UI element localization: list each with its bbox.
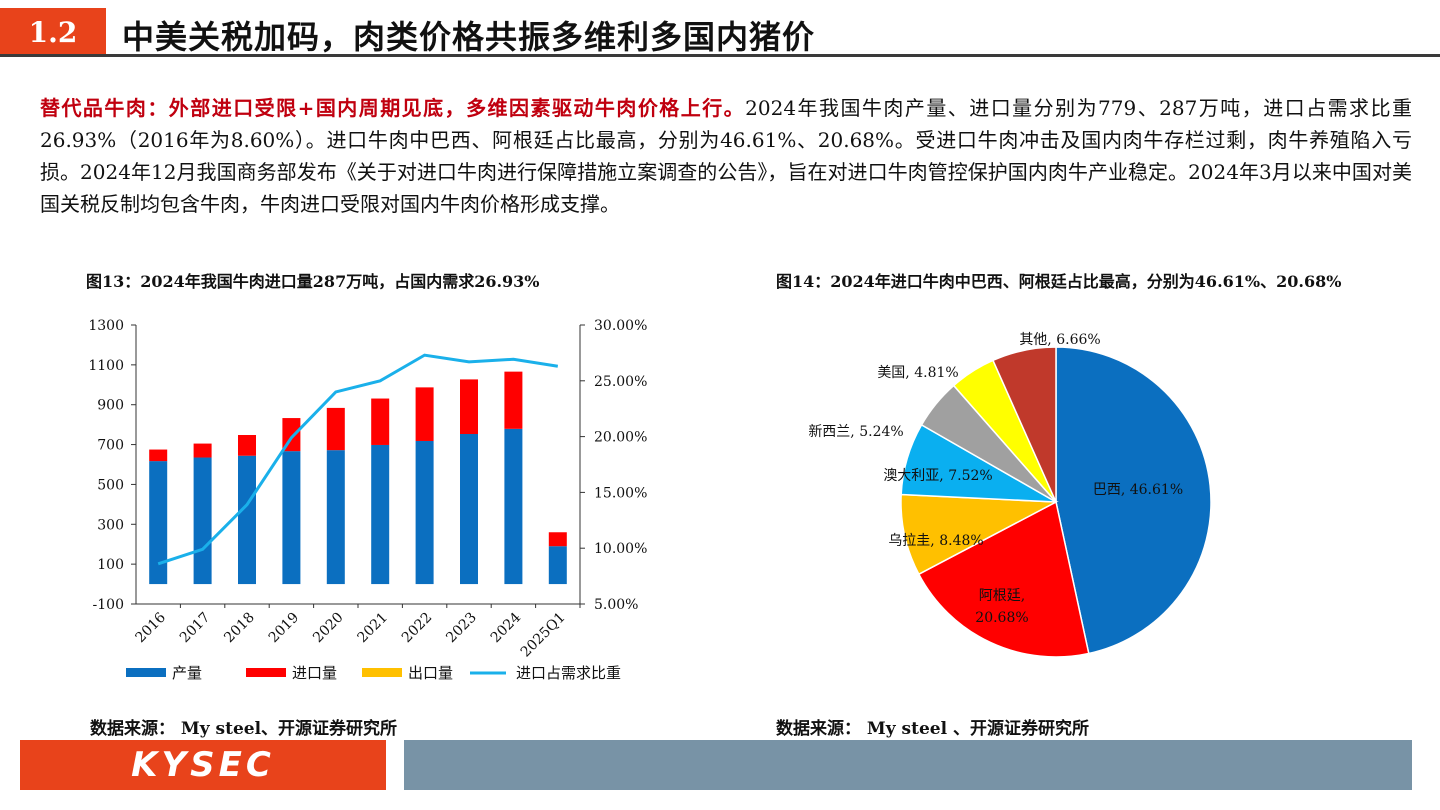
pie-label: 美国, 4.81% xyxy=(877,365,958,381)
x-tick-label: 2024 xyxy=(488,609,525,646)
line-进口占需求比重 xyxy=(157,353,559,566)
bar-产量 xyxy=(460,434,478,585)
x-tick-label: 2018 xyxy=(221,610,258,647)
bar-line-chart: 1300 1100 900 700 500 300 100 -100 30.00% 25.00% 2… xyxy=(88,318,647,682)
right-tick-label: 10.00% xyxy=(594,541,647,557)
x-tick-label: 2020 xyxy=(310,610,347,647)
pie-label: 澳大利亚, 7.52% xyxy=(883,468,992,484)
pie-label: 阿根廷, xyxy=(979,588,1025,604)
header-divider xyxy=(0,54,1440,57)
pie-label: 乌拉圭, 8.48% xyxy=(888,533,983,549)
x-tick-label: 2019 xyxy=(266,610,303,647)
left-tick-label: 900 xyxy=(97,398,124,414)
left-tick-label: 300 xyxy=(97,517,124,533)
pie-slice xyxy=(917,500,1090,658)
pie-slice xyxy=(1055,346,1212,655)
legend-swatch xyxy=(246,668,286,677)
pie-label: 其他, 6.66% xyxy=(1019,332,1100,348)
x-tick-label: 2022 xyxy=(399,610,436,647)
x-tick-label: 2025Q1 xyxy=(518,610,569,661)
bar-进口量 xyxy=(238,435,256,456)
legend-swatch xyxy=(362,668,402,677)
x-tick-label: 2016 xyxy=(133,609,170,646)
x-tick-label: 2023 xyxy=(443,610,480,647)
right-tick-label: 15.00% xyxy=(594,485,647,501)
figure14-source: 数据来源： My steel 、开源证券研究所 xyxy=(776,719,1089,739)
right-tick-label: 25.00% xyxy=(594,374,647,390)
bar-产量 xyxy=(193,457,212,585)
bar-进口量 xyxy=(193,443,212,458)
footer-logo-block: KYSEC xyxy=(20,740,386,790)
bar-进口量 xyxy=(504,371,523,429)
company-logo: KYSEC xyxy=(131,745,275,785)
left-tick-label: -100 xyxy=(93,597,124,613)
figure14-title: 图14：2024年进口牛肉中巴西、阿根廷占比最高，分别为46.61%、20.68… xyxy=(776,272,1342,291)
pie-chart: 巴西, 46.61% 阿根廷, 20.68% 乌拉圭, 8.48% 澳大利亚, 7.52… xyxy=(808,332,1212,658)
left-tick-label: 100 xyxy=(97,557,124,573)
right-tick-label: 30.00% xyxy=(594,318,647,334)
bar-进口量 xyxy=(415,387,434,441)
bar-产量 xyxy=(548,546,567,585)
header-bar: 1.2 中美关税加码，肉类价格共振多维利多国内猪价 xyxy=(0,0,1440,57)
bar-产量 xyxy=(371,444,390,585)
left-tick-label: 1300 xyxy=(88,318,124,334)
legend-label: 进口量 xyxy=(292,664,337,682)
left-tick-label: 1100 xyxy=(88,358,124,374)
body-highlight: 替代品牛肉：外部进口受限+国内周期见底，多维因素驱动牛肉价格上行。 xyxy=(40,96,746,120)
bar-产量 xyxy=(504,428,523,585)
x-tick-label: 2017 xyxy=(177,610,214,647)
figure13-source: 数据来源： My steel、开源证券研究所 xyxy=(90,719,398,739)
pie-label: 20.68% xyxy=(975,610,1028,626)
right-tick-label: 5.00% xyxy=(594,597,638,613)
legend-label: 进口占需求比重 xyxy=(516,664,621,682)
section-number: 1.2 xyxy=(0,8,106,56)
pie-label: 巴西, 46.61% xyxy=(1093,482,1183,498)
bar-进口量 xyxy=(149,449,168,462)
body-text: 2024年我国牛肉产量、进口量分别为779、287万吨，进口占需求比重26.93… xyxy=(40,96,1412,216)
legend-label: 产量 xyxy=(172,664,202,682)
left-tick-label: 700 xyxy=(97,438,124,454)
body-paragraph: 替代品牛肉：外部进口受限+国内周期见底，多维因素驱动牛肉价格上行。2024年我国… xyxy=(40,92,1412,220)
left-tick-label: 500 xyxy=(97,477,124,493)
bar-产量 xyxy=(149,461,168,585)
legend-label: 出口量 xyxy=(408,664,453,682)
x-tick-label: 2021 xyxy=(355,610,392,647)
bar-进口量 xyxy=(548,532,567,547)
bar-产量 xyxy=(326,450,345,585)
bar-产量 xyxy=(282,451,301,585)
bar-进口量 xyxy=(371,398,390,445)
page-title: 中美关税加码，肉类价格共振多维利多国内猪价 xyxy=(122,18,816,56)
figure13-title: 图13：2024年我国牛肉进口量287万吨，占国内需求26.93% xyxy=(86,272,540,291)
legend-swatch xyxy=(126,668,166,677)
bar-进口量 xyxy=(460,379,478,435)
right-tick-label: 20.00% xyxy=(594,430,647,446)
bar-产量 xyxy=(238,455,256,585)
footer-bar xyxy=(404,740,1412,790)
pie-label: 新西兰, 5.24% xyxy=(808,424,903,440)
bar-产量 xyxy=(415,440,434,585)
pie-slice xyxy=(992,346,1057,503)
bar-进口量 xyxy=(326,407,345,451)
